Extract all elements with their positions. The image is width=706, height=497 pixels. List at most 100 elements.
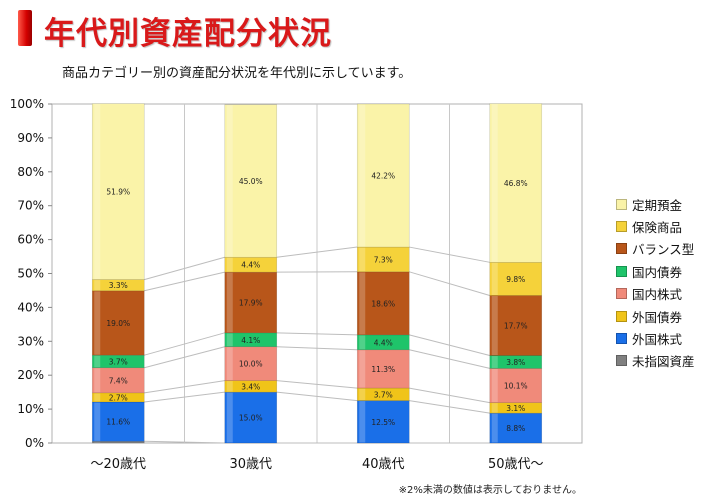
data-label: 17.7% [504, 322, 528, 331]
legend-label: 未指図資産 [632, 354, 695, 370]
y-tick-label: 10% [17, 402, 44, 416]
data-label: 3.8% [506, 358, 525, 367]
series-connector-line [144, 256, 225, 281]
series-connector-line [144, 271, 225, 292]
y-tick-label: 70% [17, 199, 44, 213]
series-connector-line [409, 334, 490, 357]
bar-segment [489, 412, 543, 444]
y-tick-label: 60% [17, 233, 44, 247]
legend-item: 外国債券 [616, 305, 706, 327]
data-label: 42.2% [371, 172, 395, 181]
bar-segment-highlight [94, 291, 101, 355]
bar-segment-highlight [491, 368, 498, 403]
data-label: 46.8% [504, 179, 528, 188]
legend-swatch [616, 198, 627, 210]
series-connector-line [276, 391, 358, 402]
data-label: 4.1% [241, 336, 260, 345]
footnote: ※2%未満の数値は表示しておりません。 [398, 485, 582, 496]
x-category-label: 50歳代～ [488, 457, 544, 472]
data-label: 9.8% [506, 275, 525, 284]
y-tick-label: 0% [25, 436, 44, 450]
data-label: 3.7% [109, 357, 128, 366]
bar-segment-highlight [359, 104, 366, 247]
bar-segment [489, 368, 543, 403]
bar-segment-highlight [94, 393, 101, 402]
bar-segment [489, 295, 543, 356]
bar-segment-highlight [94, 280, 101, 291]
series-connector-line [144, 391, 225, 403]
legend-item: 外国株式 [616, 327, 706, 349]
data-label: 10.0% [239, 360, 263, 369]
bar-segment-highlight [491, 262, 498, 296]
bar-segment [91, 290, 145, 356]
legend-swatch [616, 288, 627, 300]
series-connector-line [144, 440, 225, 444]
bar-segment [224, 346, 278, 381]
bar-segment [356, 400, 410, 444]
series-connector-line [409, 400, 490, 414]
y-tick-label: 100% [10, 97, 44, 111]
bar-segment-highlight [226, 105, 233, 257]
data-label: 51.9% [106, 188, 130, 197]
legend-swatch [616, 243, 627, 255]
data-label: 3.3% [109, 281, 128, 290]
bar-segment-highlight [226, 333, 233, 347]
bar-segment-highlight [226, 392, 233, 443]
bar-segment [91, 103, 145, 280]
bar-segment [356, 103, 410, 248]
data-label: 45.0% [239, 177, 263, 186]
bar-segment-highlight [359, 247, 366, 272]
bar-segment-highlight [491, 296, 498, 356]
bar-segment [91, 401, 145, 442]
bar-segment-highlight [226, 272, 233, 333]
data-label: 3.4% [241, 382, 260, 391]
data-label: 10.1% [504, 382, 528, 391]
bar-segment-highlight [359, 350, 366, 388]
legend-swatch [616, 333, 627, 345]
legend-item: 保険商品 [616, 215, 706, 237]
data-label: 3.7% [374, 390, 393, 399]
bar-segment-highlight [226, 347, 233, 381]
legend-label: 保険商品 [632, 220, 683, 236]
bar-segment-highlight [491, 356, 498, 368]
legend-label: 外国株式 [632, 332, 683, 348]
legend-swatch [616, 355, 627, 367]
x-category-label: 40歳代 [362, 457, 405, 472]
y-tick-label: 50% [17, 267, 44, 281]
series-connector-line [276, 346, 358, 351]
data-label: 12.5% [371, 418, 395, 427]
page-title: 年代別資産配分状況 [44, 16, 332, 52]
bar-segment [91, 367, 145, 394]
y-tick-label: 90% [17, 131, 44, 145]
data-label: 19.0% [106, 319, 130, 328]
data-label: 7.3% [374, 255, 393, 264]
data-label: 8.8% [506, 424, 525, 433]
legend-item: 国内株式 [616, 283, 706, 305]
bar-segment-highlight [94, 368, 101, 393]
bar-segment-highlight [226, 257, 233, 272]
bar-segment [224, 391, 278, 444]
series-connector-line [144, 332, 225, 356]
x-category-label: ～20歳代 [90, 457, 146, 472]
y-tick-label: 80% [17, 165, 44, 179]
data-label: 4.4% [241, 261, 260, 270]
data-label: 2.7% [109, 393, 128, 402]
series-connector-line [409, 349, 490, 369]
legend-item: 国内債券 [616, 260, 706, 282]
bar-segment-highlight [359, 272, 366, 335]
series-connector-line [276, 332, 358, 336]
legend-label: 国内債券 [632, 264, 683, 280]
series-connector-line [276, 246, 358, 258]
legend-label: 国内株式 [632, 287, 683, 303]
series-connector-line [409, 387, 490, 404]
bar-segment-highlight [359, 388, 366, 401]
bar-segment-highlight [94, 402, 101, 441]
data-label: 4.4% [374, 338, 393, 347]
series-connector-line [144, 380, 225, 394]
legend-label: 定期預金 [632, 197, 683, 213]
legend-item: バランス型 [616, 238, 706, 260]
bar-segment [224, 271, 278, 334]
data-label: 7.4% [109, 376, 128, 385]
data-label: 11.3% [371, 365, 395, 374]
